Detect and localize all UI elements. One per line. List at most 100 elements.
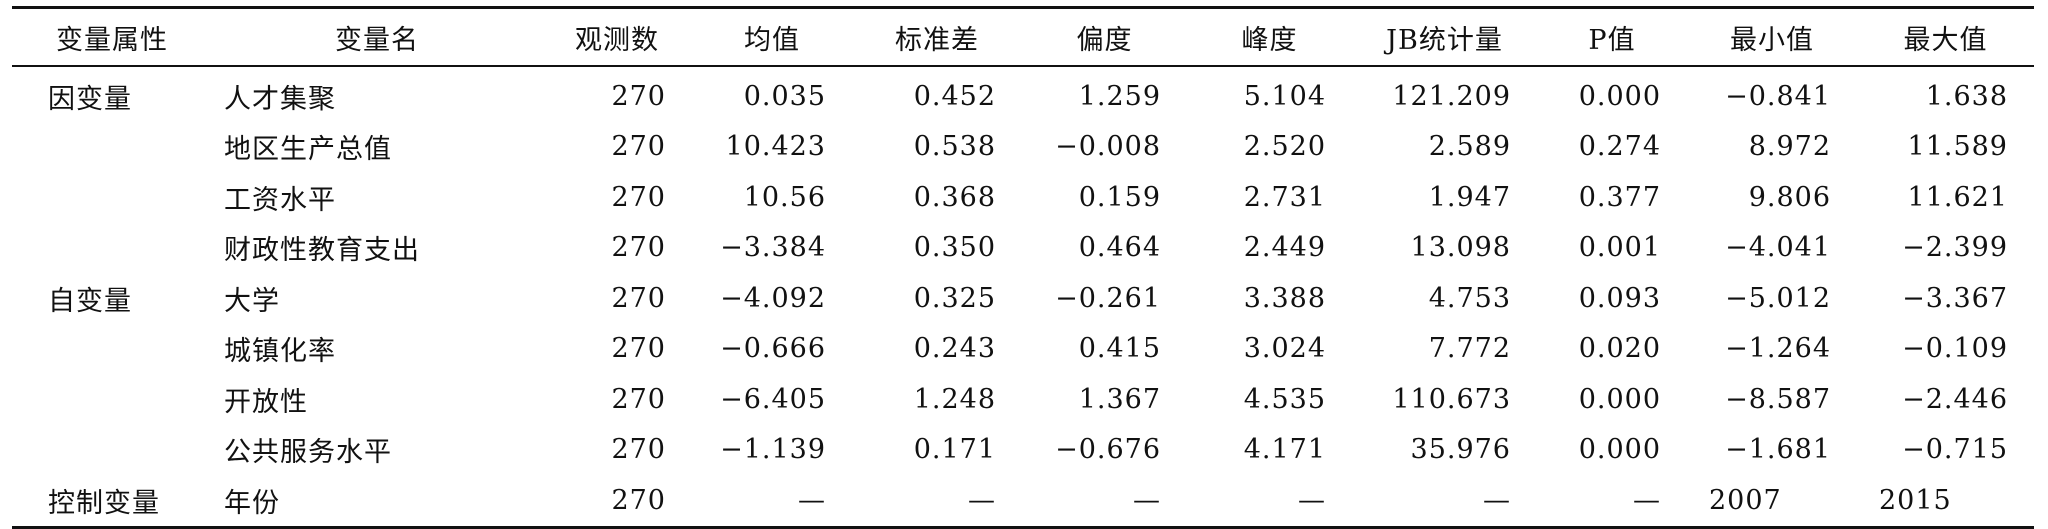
cell-skewness: 0.415 bbox=[1078, 333, 1161, 365]
cell-name: 地区生产总值 bbox=[224, 134, 392, 166]
cell-max: 2015 bbox=[1879, 484, 1952, 516]
table-row: 财政性教育支出 270 −3.384 0.350 0.464 2.449 13.098 0.0… bbox=[12, 223, 2034, 274]
cell-p-value: 0.000 bbox=[1578, 434, 1661, 466]
cell-attribute bbox=[12, 223, 212, 274]
cell-kurtosis: 2.520 bbox=[1243, 131, 1326, 163]
cell-std-dev: 0.350 bbox=[913, 232, 996, 264]
cell-attribute bbox=[12, 374, 212, 425]
cell-kurtosis: 4.171 bbox=[1243, 434, 1326, 466]
cell-jb-statistic: 4.753 bbox=[1428, 282, 1511, 314]
cell-kurtosis: 5.104 bbox=[1243, 80, 1326, 112]
cell-mean: −4.092 bbox=[720, 282, 826, 314]
cell-max: −2.446 bbox=[1902, 383, 2008, 415]
cell-jb-statistic: 110.673 bbox=[1392, 383, 1511, 415]
table-row: 地区生产总值 270 10.423 0.538 −0.008 2.520 2.589 0.27… bbox=[12, 122, 2034, 173]
cell-max: −3.367 bbox=[1902, 282, 2008, 314]
cell-jb-statistic: 1.947 bbox=[1428, 181, 1511, 213]
cell-skewness: 1.259 bbox=[1078, 80, 1161, 112]
cell-p-value: 0.377 bbox=[1578, 181, 1661, 213]
cell-min: −5.012 bbox=[1725, 282, 1831, 314]
cell-p-value: 0.274 bbox=[1578, 131, 1661, 163]
cell-jb-statistic: 7.772 bbox=[1428, 333, 1511, 365]
cell-kurtosis: 3.388 bbox=[1243, 282, 1326, 314]
cell-jb-statistic: 35.976 bbox=[1410, 434, 1511, 466]
cell-min: 8.972 bbox=[1748, 131, 1831, 163]
cell-mean: 0.035 bbox=[743, 80, 826, 112]
descriptive-statistics-table: 变量属性 变量名 观测数 均值 标准差 偏度 峰度 JB统计量 P值 最小值 最… bbox=[12, 6, 2034, 529]
cell-std-dev: 0.452 bbox=[913, 80, 996, 112]
cell-observations: 270 bbox=[611, 484, 666, 516]
table-row: 公共服务水平 270 −1.139 0.171 −0.676 4.171 35.976 0.0… bbox=[12, 425, 2034, 476]
cell-observations: 270 bbox=[611, 333, 666, 365]
cell-min: −8.587 bbox=[1725, 383, 1831, 415]
cell-kurtosis: — bbox=[1298, 484, 1326, 516]
cell-max: −2.399 bbox=[1902, 232, 2008, 264]
cell-min: 9.806 bbox=[1748, 181, 1831, 213]
table-row: 城镇化率 270 −0.666 0.243 0.415 3.024 7.772 0.020 −1… bbox=[12, 324, 2034, 375]
cell-std-dev: 0.325 bbox=[913, 282, 996, 314]
cell-observations: 270 bbox=[611, 434, 666, 466]
cell-max: −0.109 bbox=[1902, 333, 2008, 365]
cell-p-value: 0.000 bbox=[1578, 80, 1661, 112]
header-row: 变量属性 变量名 观测数 均值 标准差 偏度 峰度 JB统计量 P值 最小值 最… bbox=[12, 7, 2034, 66]
cell-name: 工资水平 bbox=[224, 184, 336, 216]
cell-max: −0.715 bbox=[1902, 434, 2008, 466]
header-p-value: P值 bbox=[1588, 24, 1636, 56]
cell-attribute: 控制变量 bbox=[48, 487, 160, 519]
cell-skewness: −0.008 bbox=[1055, 131, 1161, 163]
cell-name: 城镇化率 bbox=[224, 336, 336, 368]
cell-skewness: 0.464 bbox=[1078, 232, 1161, 264]
cell-observations: 270 bbox=[611, 232, 666, 264]
cell-observations: 270 bbox=[611, 383, 666, 415]
cell-std-dev: 0.243 bbox=[913, 333, 996, 365]
cell-observations: 270 bbox=[611, 80, 666, 112]
header-observations: 观测数 bbox=[575, 24, 659, 56]
cell-mean: 10.56 bbox=[743, 181, 826, 213]
cell-jb-statistic: 2.589 bbox=[1428, 131, 1511, 163]
cell-observations: 270 bbox=[611, 282, 666, 314]
cell-skewness: −0.676 bbox=[1055, 434, 1161, 466]
cell-std-dev: — bbox=[968, 484, 996, 516]
cell-std-dev: 1.248 bbox=[913, 383, 996, 415]
header-jb-statistic: JB统计量 bbox=[1386, 24, 1503, 56]
header-skewness: 偏度 bbox=[1076, 24, 1133, 56]
cell-std-dev: 0.538 bbox=[913, 131, 996, 163]
cell-jb-statistic: — bbox=[1483, 484, 1511, 516]
cell-attribute bbox=[12, 172, 212, 223]
cell-kurtosis: 2.731 bbox=[1243, 181, 1326, 213]
cell-p-value: — bbox=[1633, 484, 1661, 516]
cell-skewness: 0.159 bbox=[1078, 181, 1161, 213]
cell-name: 大学 bbox=[224, 285, 280, 317]
cell-mean: 10.423 bbox=[725, 131, 826, 163]
cell-name: 财政性教育支出 bbox=[224, 235, 420, 267]
cell-p-value: 0.000 bbox=[1578, 383, 1661, 415]
cell-mean: −6.405 bbox=[720, 383, 826, 415]
table-row: 自变量 大学 270 −4.092 0.325 −0.261 3.388 4.753 0.093… bbox=[12, 273, 2034, 324]
cell-mean: — bbox=[798, 484, 826, 516]
table-row: 开放性 270 −6.405 1.248 1.367 4.535 110.673 0.000 −… bbox=[12, 374, 2034, 425]
header-max: 最大值 bbox=[1903, 24, 1988, 56]
table-row: 控制变量 年份 270 — — — — — — 2007 2015 bbox=[12, 475, 2034, 527]
cell-max: 1.638 bbox=[1925, 80, 2008, 112]
cell-name: 公共服务水平 bbox=[224, 437, 392, 469]
header-variable-attribute: 变量属性 bbox=[56, 24, 168, 56]
header-mean: 均值 bbox=[744, 24, 800, 56]
cell-kurtosis: 4.535 bbox=[1243, 383, 1326, 415]
cell-p-value: 0.093 bbox=[1578, 282, 1661, 314]
cell-min: 2007 bbox=[1709, 484, 1782, 516]
cell-attribute bbox=[12, 425, 212, 476]
cell-p-value: 0.020 bbox=[1578, 333, 1661, 365]
cell-mean: −3.384 bbox=[720, 232, 826, 264]
cell-name: 人才集聚 bbox=[224, 83, 336, 115]
table-row: 因变量 人才集聚 270 0.035 0.452 1.259 5.104 121.209 0.0… bbox=[12, 66, 2034, 122]
cell-observations: 270 bbox=[611, 181, 666, 213]
cell-attribute: 自变量 bbox=[48, 285, 132, 317]
cell-name: 开放性 bbox=[224, 386, 308, 418]
cell-std-dev: 0.171 bbox=[913, 434, 996, 466]
cell-skewness: 1.367 bbox=[1078, 383, 1161, 415]
cell-std-dev: 0.368 bbox=[913, 181, 996, 213]
cell-min: −0.841 bbox=[1725, 80, 1831, 112]
cell-max: 11.621 bbox=[1907, 181, 2008, 213]
cell-mean: −0.666 bbox=[720, 333, 826, 365]
cell-max: 11.589 bbox=[1907, 131, 2008, 163]
